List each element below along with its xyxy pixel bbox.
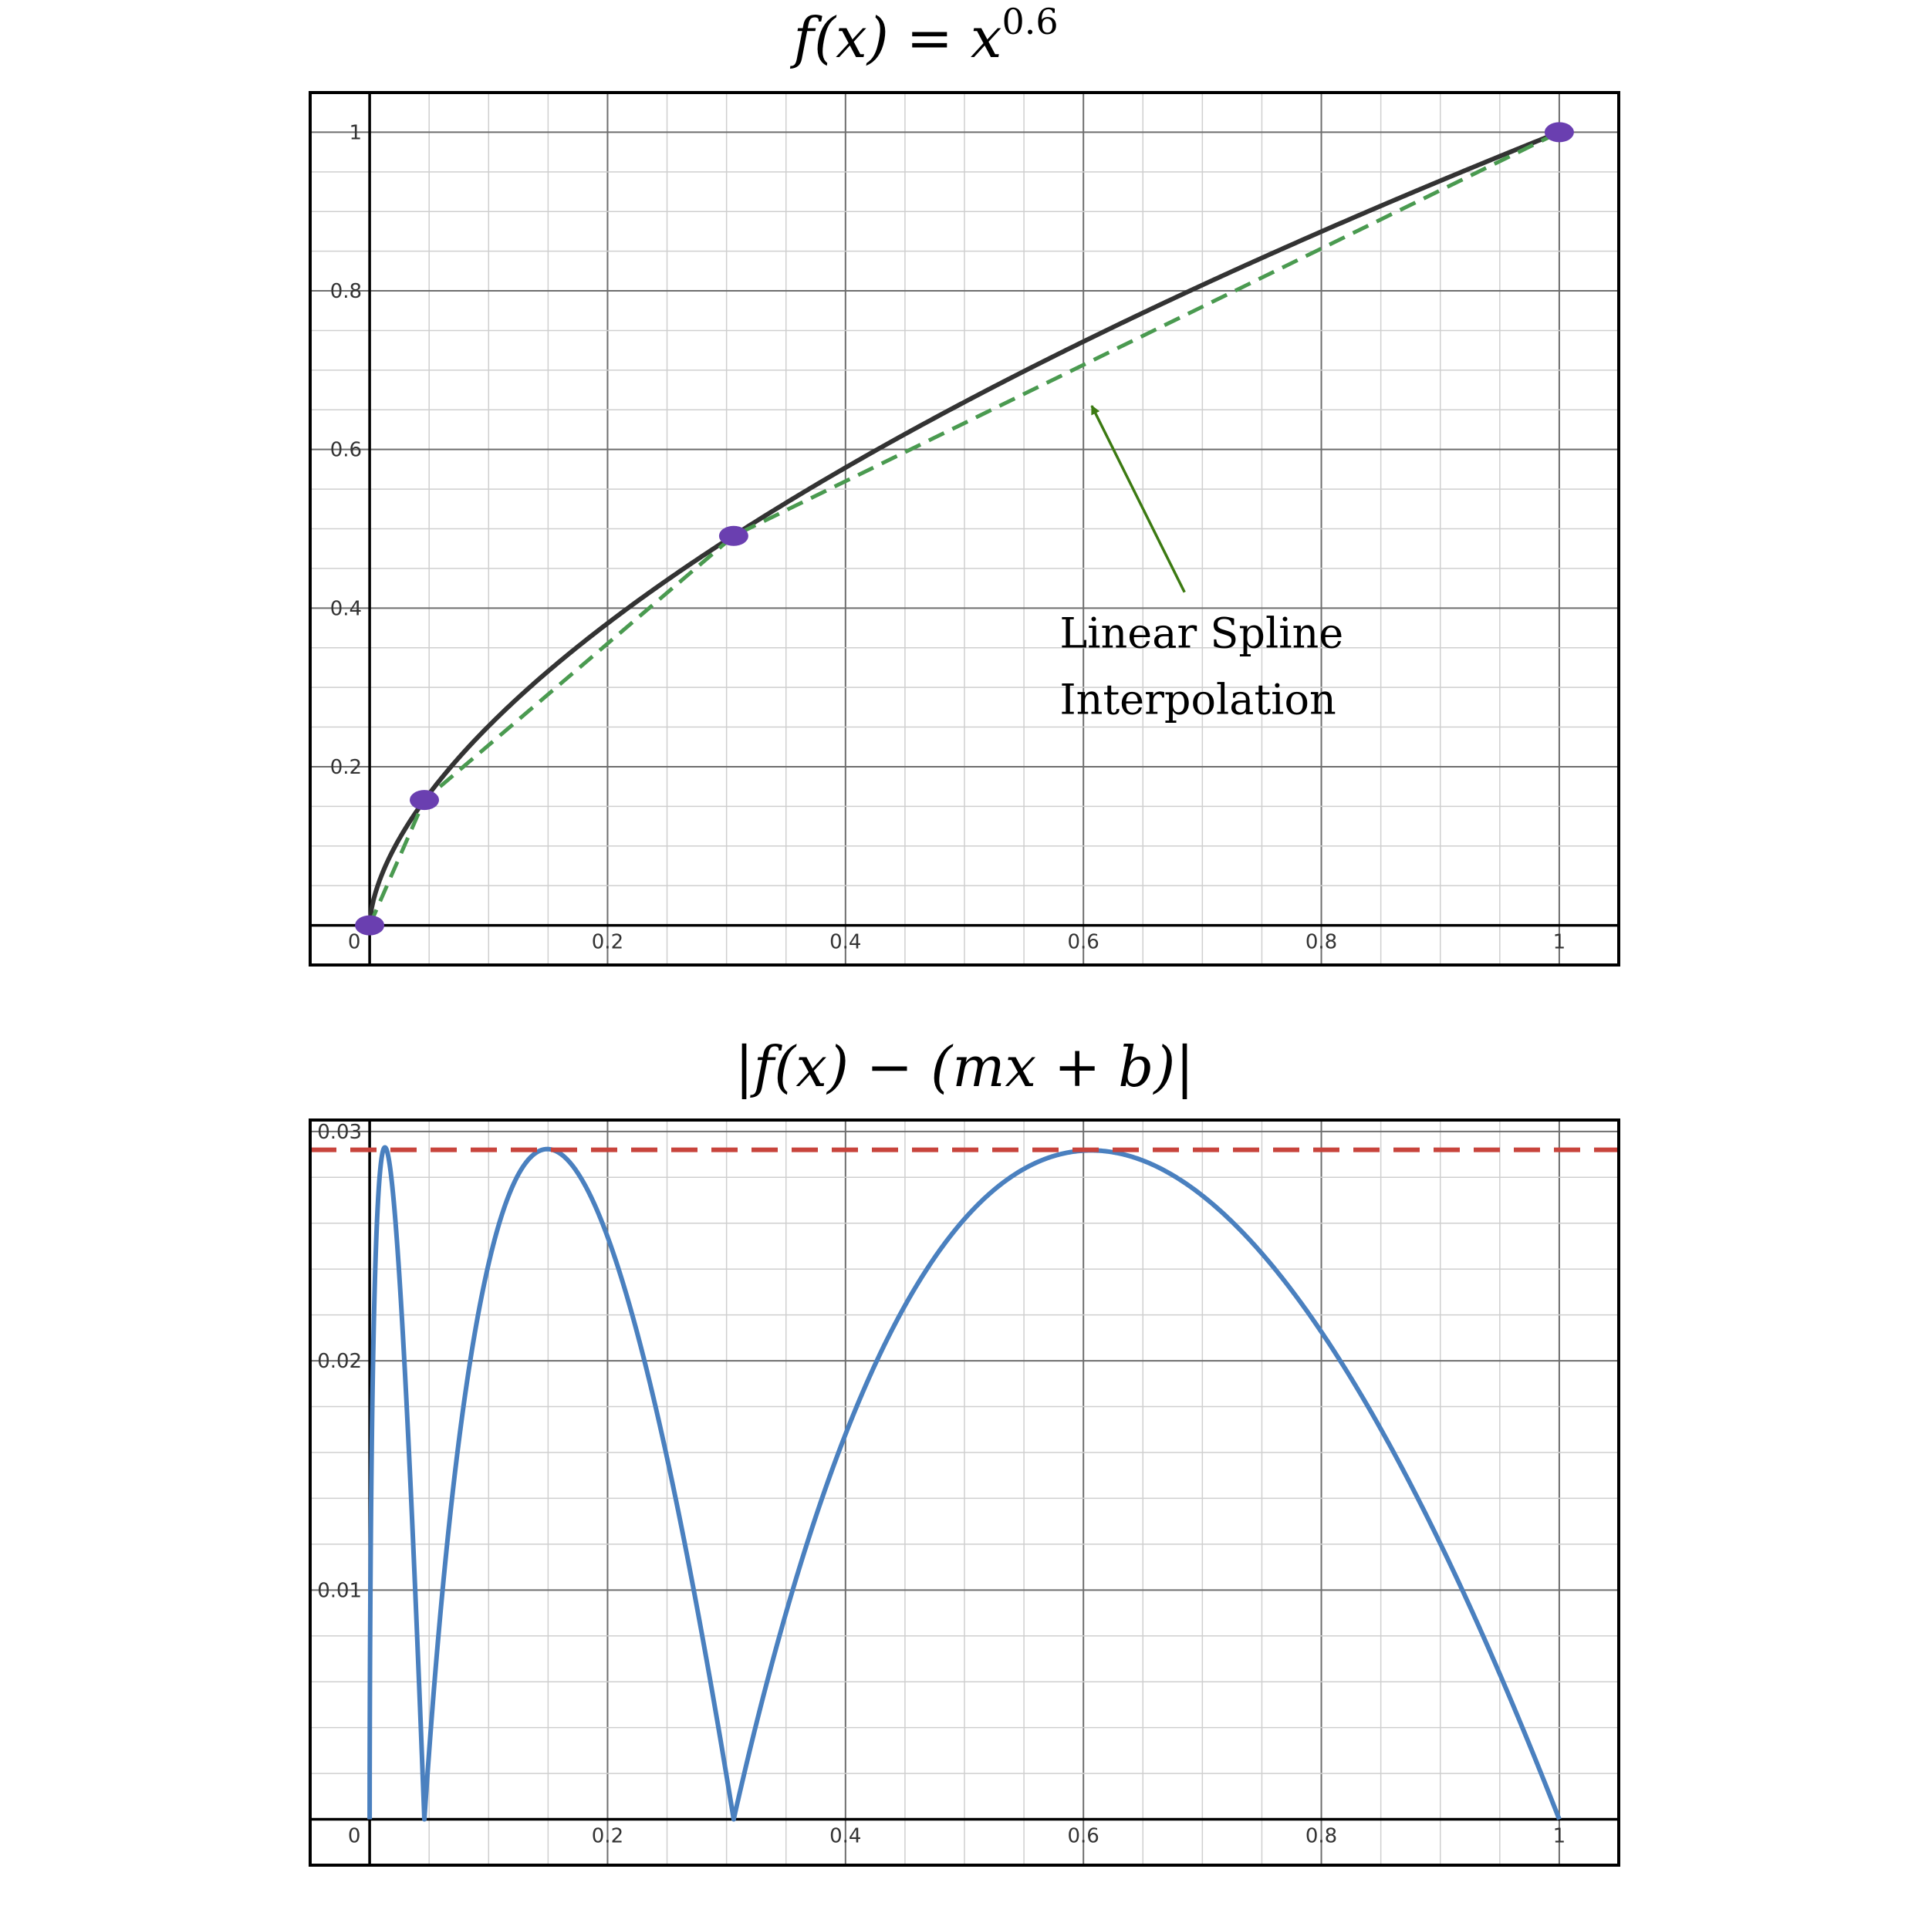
x-tick-label: 0 — [348, 931, 361, 954]
knot-point — [410, 790, 440, 811]
x-tick-label: 0 — [348, 1825, 361, 1848]
x-tick-label: 0.4 — [829, 931, 861, 954]
chart-1-grid — [310, 93, 1619, 965]
chart-1-annotation: Linear Spline Interpolation — [1059, 405, 1356, 724]
annotation-label-line-2: Interpolation — [1059, 676, 1336, 724]
chart-1-tick-labels: 0 0.2 0.4 0.6 0.8 1 0.2 0.4 0.6 0.8 1 — [330, 121, 1566, 953]
y-tick-label: 0.4 — [330, 597, 362, 620]
chart-2: |f(x) − (mx + b)| 0 0.2 0.4 0.6 0.8 1 0.01 0.02… — [309, 1034, 1620, 1867]
y-tick-label: 0.8 — [330, 280, 362, 303]
y-tick-label: 1 — [350, 121, 363, 144]
chart-1: f(x) = x0.6 0 0.2 0.4 0.6 0.8 10.20.40.60.81 … — [309, 1, 1620, 967]
series-abs-error-curve — [367, 1145, 1562, 1822]
series-linear-spline — [367, 130, 1561, 926]
knot-point — [718, 525, 748, 546]
chart-1-title: f(x) = x0.6 — [789, 1, 1058, 70]
x-tick-label: 0.8 — [1305, 931, 1337, 954]
chart-1-knot-points — [355, 122, 1574, 936]
x-tick-label: 0.8 — [1305, 1825, 1337, 1848]
knot-point — [1544, 122, 1574, 143]
chart-1-frame — [309, 91, 1620, 967]
annotation-arrow — [1090, 405, 1186, 593]
x-tick-label: 0.2 — [592, 1825, 623, 1848]
x-tick-label: 0.2 — [592, 931, 623, 954]
y-tick-label: 0.6 — [330, 439, 362, 462]
chart-1-title-exponent: 0.6 — [1001, 1, 1058, 42]
chart-2-series — [310, 1145, 1619, 1822]
series-f-x-curve — [367, 130, 1562, 928]
x-tick-label: 0.4 — [829, 1825, 861, 1848]
x-tick-label: 0.6 — [1068, 1825, 1099, 1848]
x-tick-label: 1 — [1553, 931, 1566, 954]
chart-2-grid — [310, 1120, 1619, 1865]
y-tick-label: 0.02 — [317, 1350, 362, 1373]
annotation-label: Linear Spline Interpolation — [1059, 609, 1356, 724]
chart-2-title: |f(x) − (mx + b)| — [735, 1034, 1194, 1099]
x-tick-label: 0.6 — [1068, 931, 1099, 954]
chart-2-tick-labels: 0 0.2 0.4 0.6 0.8 1 0.01 0.02 0.03 — [317, 1121, 1566, 1848]
chart-1-axes — [310, 93, 1619, 965]
chart-1-series — [367, 130, 1562, 928]
annotation-label-line-1: Linear Spline — [1059, 609, 1343, 658]
y-tick-label: 0.01 — [317, 1579, 362, 1602]
y-tick-label: 0.03 — [317, 1121, 362, 1144]
x-tick-label: 1 — [1553, 1825, 1566, 1848]
y-tick-label: 0.2 — [330, 756, 362, 779]
knot-point — [355, 915, 385, 936]
chart-2-frame — [309, 1118, 1620, 1867]
